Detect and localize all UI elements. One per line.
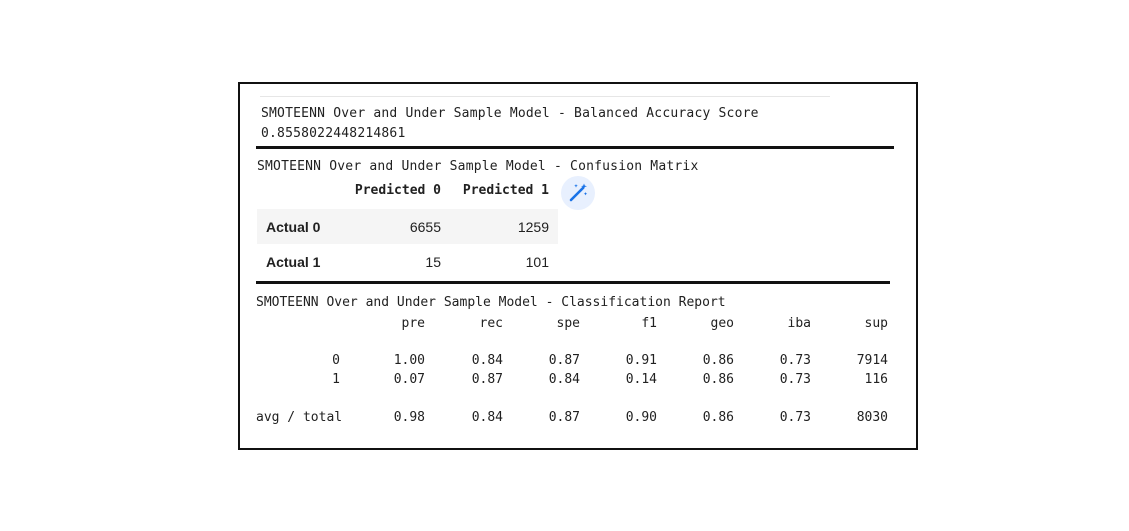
report-cell: 0.90 (625, 410, 657, 425)
row-label: avg / total (256, 410, 343, 425)
row-label: 0 (332, 353, 340, 368)
report-cell: 116 (864, 372, 888, 387)
report-cell: 0.87 (471, 372, 503, 387)
report-cell: 0.84 (471, 353, 503, 368)
confusion-matrix-title: SMOTEENN Over and Under Sample Model - C… (257, 159, 699, 174)
column-header: Predicted 0 (354, 183, 441, 198)
section-divider (256, 281, 890, 284)
report-cell: 0.73 (779, 372, 811, 387)
magic-wand-icon (569, 183, 588, 202)
report-cell: 0.73 (779, 410, 811, 425)
column-header: Predicted 1 (462, 183, 549, 198)
report-cell: 0.84 (471, 410, 503, 425)
column-header: rec (479, 316, 503, 331)
report-cell: 0.14 (625, 372, 657, 387)
report-cell: 0.84 (548, 372, 580, 387)
row-header: Actual 0 (266, 218, 321, 235)
column-header: geo (710, 316, 734, 331)
report-cell: 0.98 (393, 410, 425, 425)
row-header: Actual 1 (266, 253, 321, 270)
report-cell: 0.73 (779, 353, 811, 368)
table-cell: 6655 (409, 218, 441, 235)
report-cell: 0.91 (625, 353, 657, 368)
balanced-accuracy-value: 0.8558022448214861 (261, 126, 406, 141)
report-cell: 0.87 (548, 410, 580, 425)
table-row: Actual 1 15 101 (257, 244, 558, 279)
table-row: Actual 0 6655 1259 (257, 209, 558, 244)
report-cell: 0.86 (702, 353, 734, 368)
cell-top-divider (260, 96, 830, 97)
report-cell: 0.86 (702, 372, 734, 387)
table-corner (257, 181, 334, 209)
table-cell: 1259 (517, 218, 549, 235)
column-header: f1 (641, 316, 657, 331)
report-cell: 8030 (856, 410, 888, 425)
column-header: pre (401, 316, 425, 331)
balanced-accuracy-title: SMOTEENN Over and Under Sample Model - B… (261, 106, 759, 121)
classification-report-title: SMOTEENN Over and Under Sample Model - C… (256, 295, 726, 310)
report-cell: 7914 (856, 353, 888, 368)
report-cell: 1.00 (393, 353, 425, 368)
row-label: 1 (332, 372, 340, 387)
table-cell: 101 (525, 253, 549, 270)
section-divider (256, 146, 894, 149)
report-cell: 0.86 (702, 410, 734, 425)
column-header: iba (787, 316, 811, 331)
report-cell: 0.07 (393, 372, 425, 387)
column-header: spe (556, 316, 580, 331)
table-cell: 15 (425, 253, 441, 270)
output-frame: SMOTEENN Over and Under Sample Model - B… (238, 82, 918, 450)
report-cell: 0.87 (548, 353, 580, 368)
confusion-matrix-table: Predicted 0 Predicted 1 Actual 0 6655 12… (257, 181, 558, 279)
column-header: sup (864, 316, 888, 331)
magic-wand-button[interactable] (561, 176, 595, 210)
